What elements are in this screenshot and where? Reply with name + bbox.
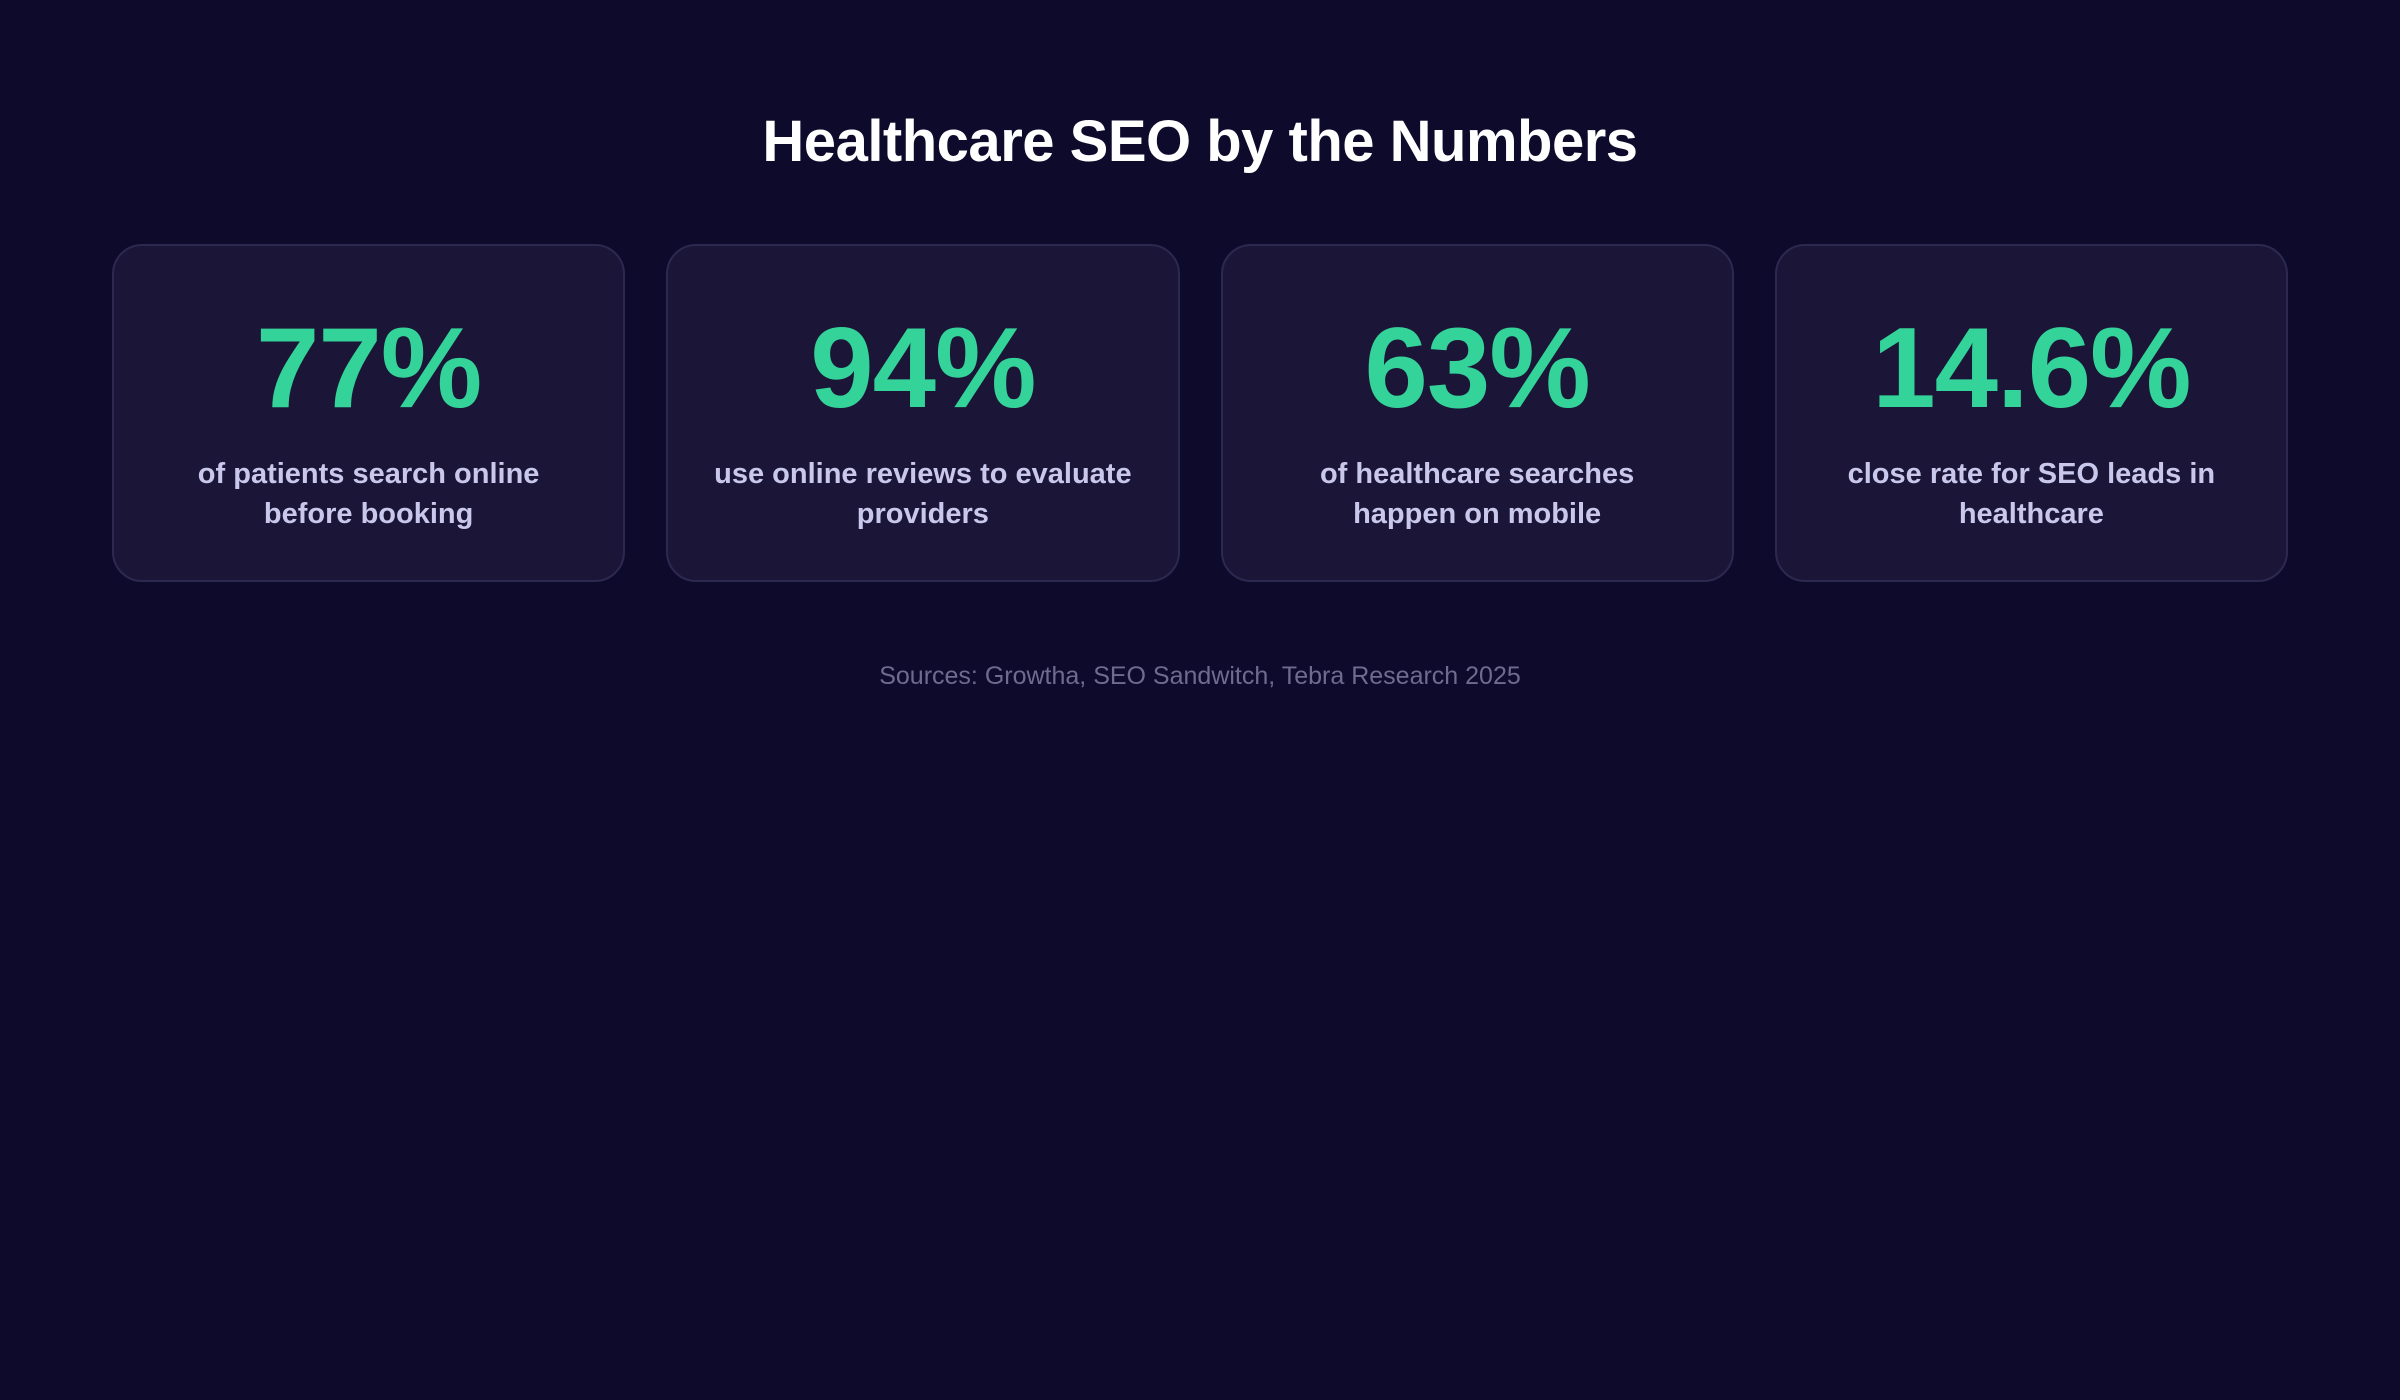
- stat-value: 77%: [256, 305, 482, 432]
- stat-card-online-reviews: 94% use online reviews to evaluate provi…: [666, 244, 1180, 582]
- stat-label: of patients search online before booking: [197, 458, 540, 530]
- stat-label: close rate for SEO leads in healthcare: [1847, 458, 2216, 530]
- page-title: Healthcare SEO by the Numbers: [762, 109, 1638, 174]
- stat-value: 14.6%: [1872, 305, 2191, 432]
- stats-row: 77% of patients search online before boo…: [112, 244, 2288, 582]
- stat-label: use online reviews to evaluate providers: [714, 458, 1132, 530]
- stat-card-patients-search: 77% of patients search online before boo…: [112, 244, 626, 582]
- sources-note: Sources: Growtha, SEO Sandwitch, Tebra R…: [879, 662, 1521, 690]
- stat-label: of healthcare searches happen on mobile: [1319, 458, 1635, 530]
- stat-card-close-rate: 14.6% close rate for SEO leads in health…: [1774, 244, 2288, 582]
- stat-card-mobile-searches: 63% of healthcare searches happen on mob…: [1220, 244, 1734, 582]
- stat-value: 94%: [810, 305, 1036, 432]
- stat-value: 63%: [1364, 305, 1591, 432]
